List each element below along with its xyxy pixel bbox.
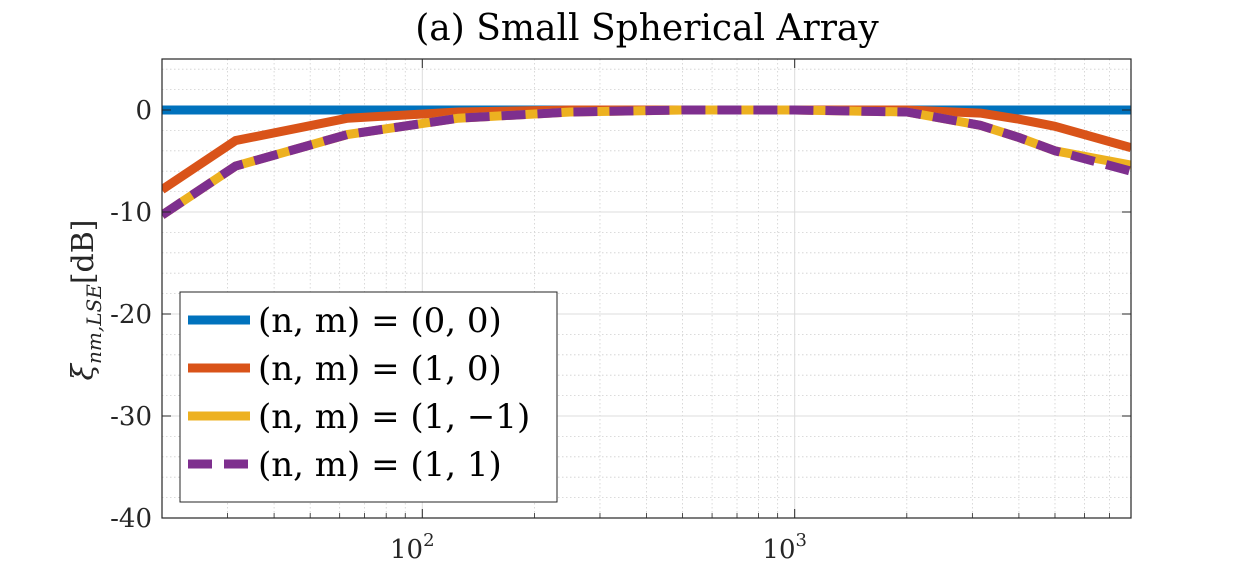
legend-label-1: (n, m) = (0, 0): [258, 301, 502, 341]
legend-label-4: (n, m) = (1, 1): [258, 445, 502, 485]
series-line-4: [162, 105, 1131, 219]
y-tick-label: -10: [110, 198, 152, 228]
y-tick-label: -20: [110, 300, 152, 330]
chart-title: (a) Small Spherical Array: [415, 8, 879, 49]
legend-label-3: (n, m) = (1, −1): [258, 397, 530, 437]
y-axis-label-unit: [dB]: [66, 220, 101, 285]
legend-label-2: (n, m) = (1, 0): [258, 349, 502, 389]
y-axis-label-symbol: ξ: [66, 363, 101, 381]
series-lines: [162, 105, 1131, 219]
y-tick-label: -40: [110, 504, 152, 534]
y-axis-label: ξnm,LSE[dB]: [66, 220, 106, 381]
y-tick-label: -30: [110, 402, 152, 432]
axis-ticks: 0 -10 -20 -30 -40 102 103: [110, 59, 1131, 565]
legend: (n, m) = (0, 0) (n, m) = (1, 0) (n, m) = (…: [179, 291, 558, 503]
x-tick-label: 103: [762, 530, 807, 565]
y-axis-label-subscript: nm,LSE: [82, 284, 106, 364]
x-tick-label: 102: [390, 530, 435, 565]
y-tick-label: 0: [135, 96, 152, 126]
